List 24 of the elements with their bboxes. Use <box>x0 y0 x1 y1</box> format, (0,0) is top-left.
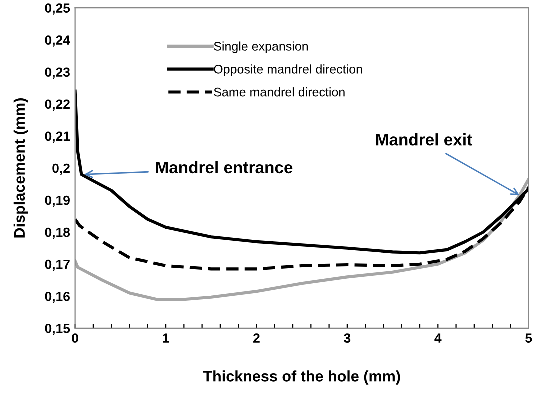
y-tick-label: 0,2 <box>52 164 70 176</box>
y-tick-label: 0,22 <box>45 100 70 111</box>
x-tick-label: 2 <box>254 334 260 343</box>
y-tick-label: 0,25 <box>45 4 70 15</box>
y-tick-label: 0,18 <box>45 228 70 240</box>
y-tick-label: 0,15 <box>45 324 70 336</box>
y-tick-label: 0,19 <box>45 196 70 208</box>
y-tick-label: 0,17 <box>45 260 70 272</box>
annotation: Mandrel exit <box>376 134 472 146</box>
legend-label: Single expansion <box>214 42 308 54</box>
y-axis-title: Displacement (mm) <box>14 98 28 238</box>
y-tick-label: 0,24 <box>45 36 70 47</box>
x-tick-label: 3 <box>344 334 351 344</box>
annotation: Mandrel entrance <box>156 161 293 174</box>
x-axis-title: Thickness of the hole (mm) <box>203 370 400 385</box>
legend-label: Opposite mandrel direction <box>214 64 362 76</box>
y-tick-label: 0,23 <box>45 68 70 79</box>
x-tick-label: 4 <box>434 334 442 343</box>
y-tick-label: 0,16 <box>45 292 70 304</box>
x-tick-label: 5 <box>526 334 532 343</box>
x-tick-label: 0 <box>72 334 78 343</box>
x-tick-label: 1 <box>163 334 170 343</box>
legend-label: Same mandrel direction <box>214 88 345 97</box>
y-tick-label: 0,21 <box>45 132 70 144</box>
